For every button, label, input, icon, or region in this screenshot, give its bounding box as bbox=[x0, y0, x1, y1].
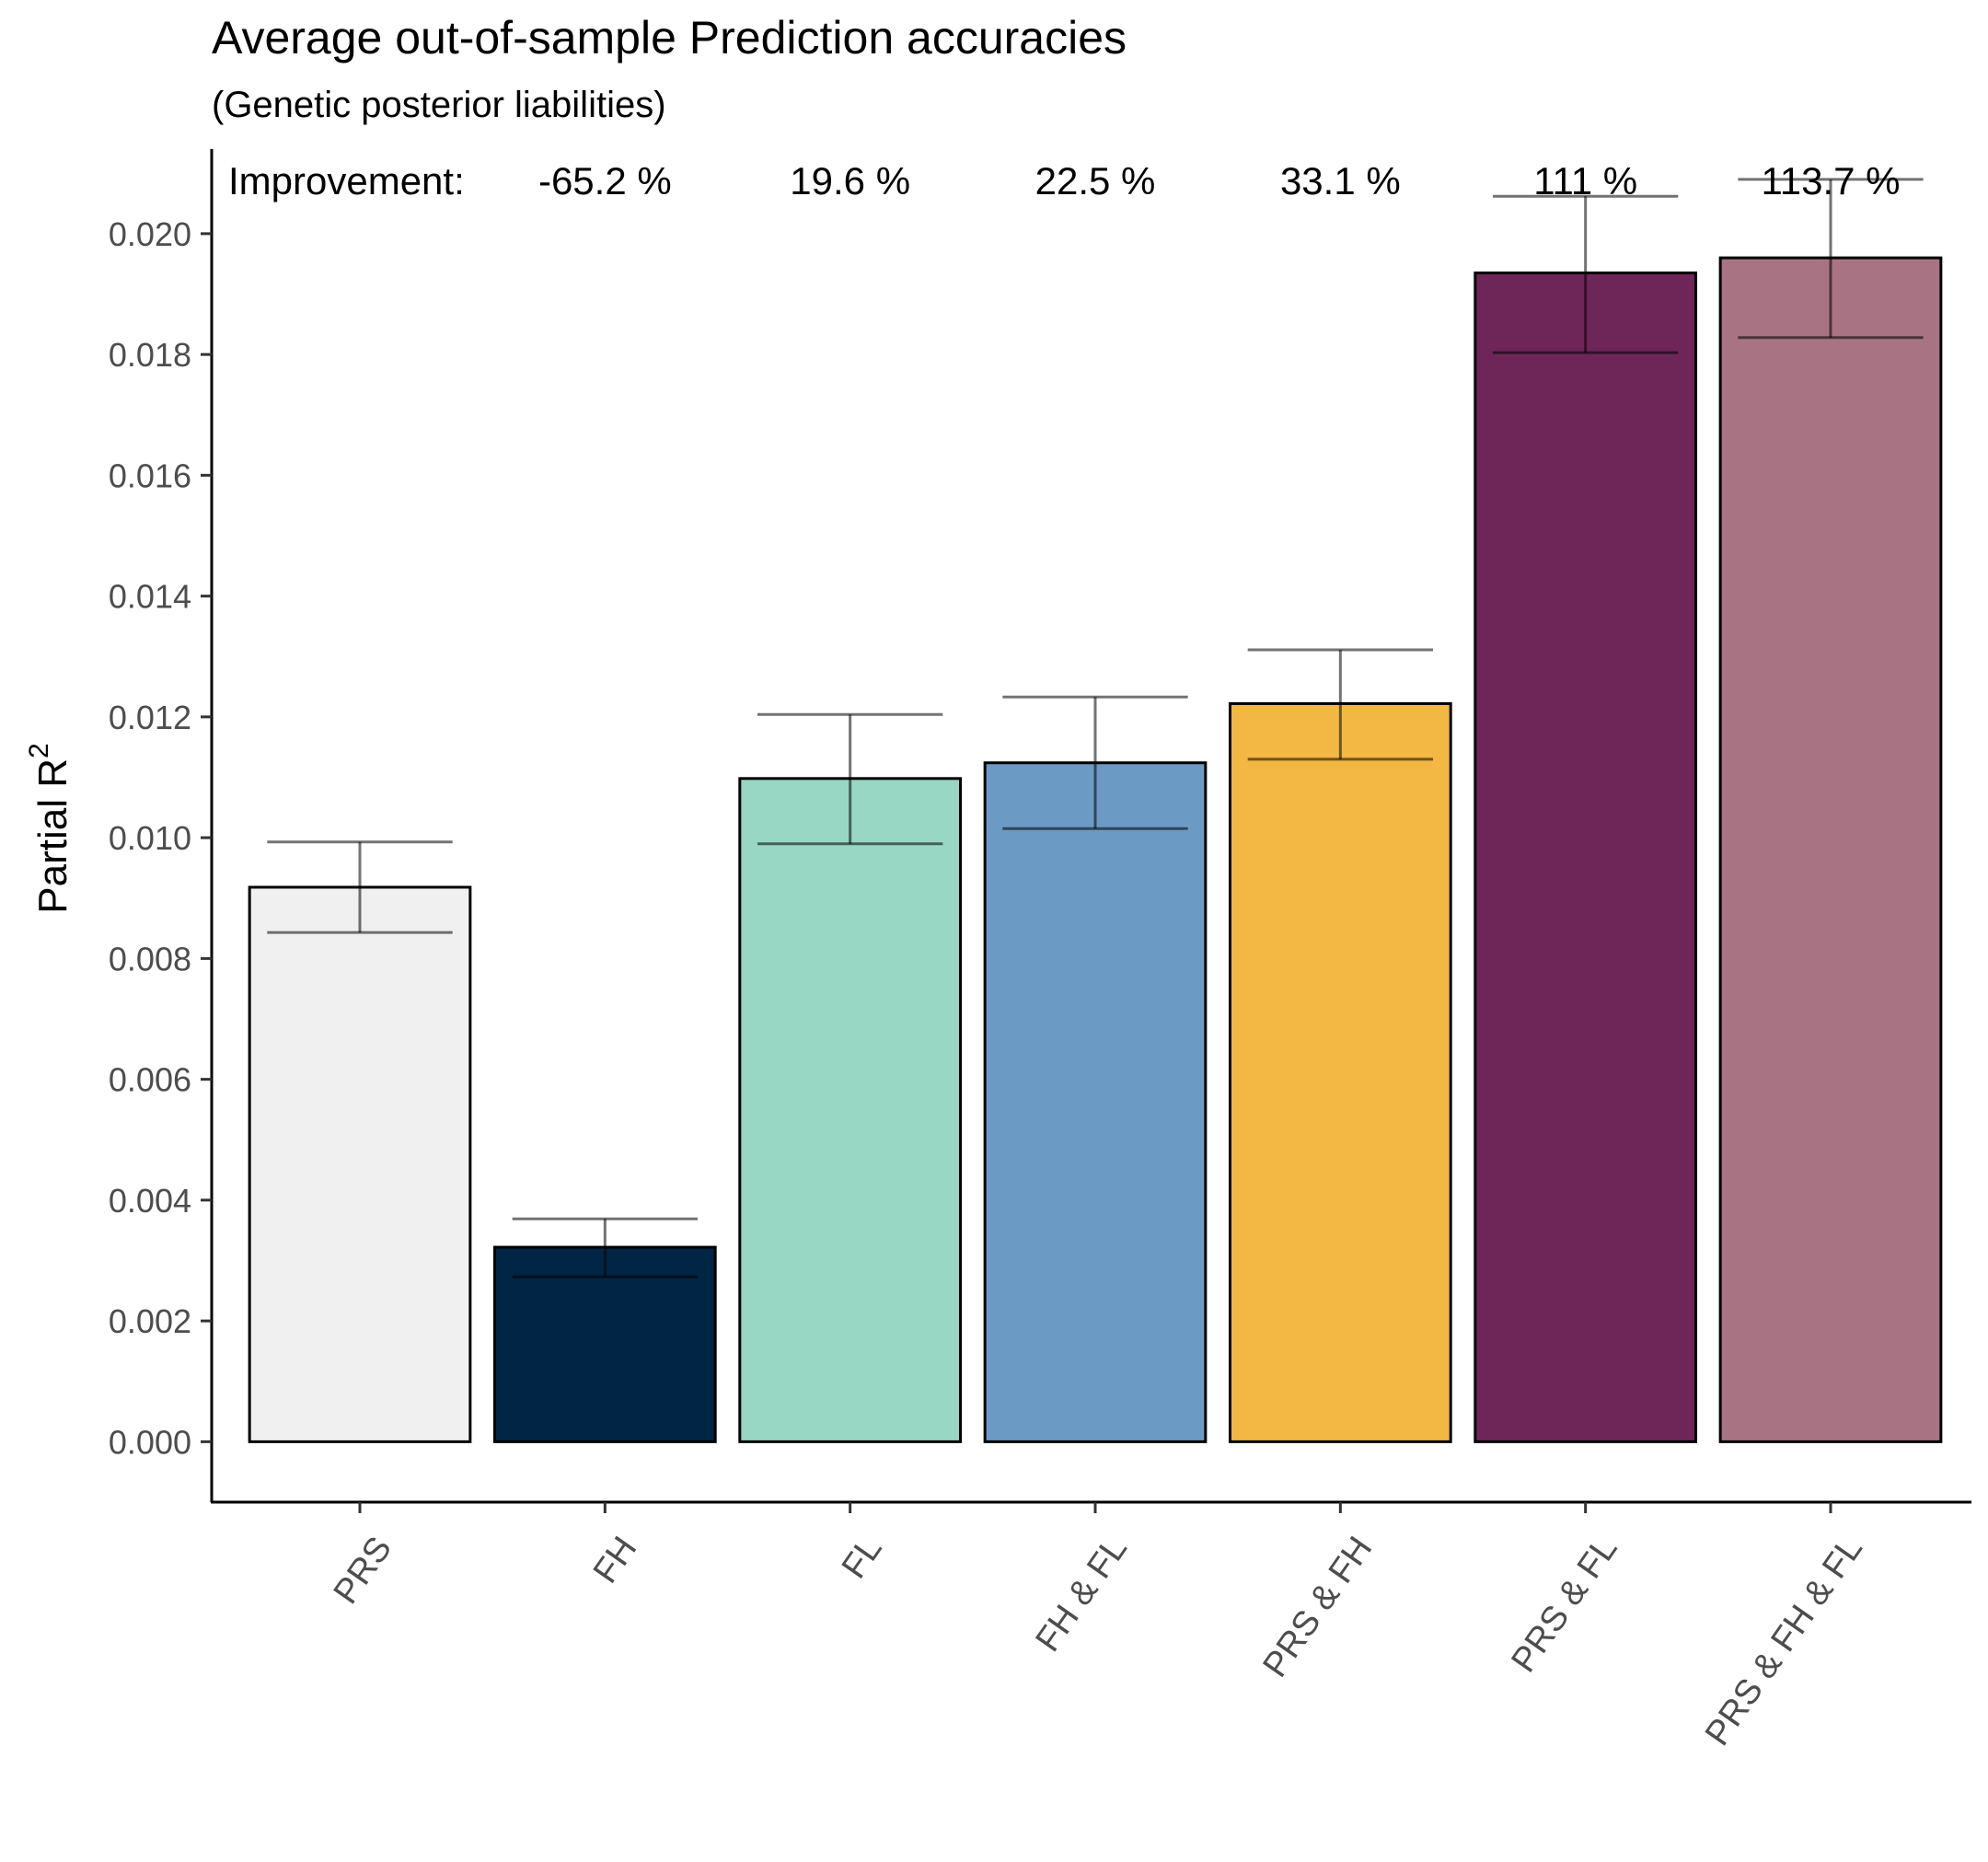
x-axis: PRS FH FL FH & FL PRS & FH PRS & FL PRS & FH &… bbox=[211, 1500, 1971, 1752]
bar bbox=[1474, 272, 1698, 1443]
y-axis-title-text: Partial R bbox=[30, 758, 75, 914]
x-tick-label: FH & FL bbox=[1028, 1530, 1135, 1659]
y-tick-label: 0.018 bbox=[109, 336, 191, 374]
chart-subtitle: (Genetic posterior liabilities) bbox=[212, 85, 666, 125]
bar bbox=[492, 1245, 717, 1443]
improvement-value: 19.6 % bbox=[790, 159, 910, 202]
improvement-value: 22.5 % bbox=[1035, 159, 1156, 202]
improvement-value: 113.7 % bbox=[1762, 159, 1901, 202]
bar bbox=[983, 761, 1208, 1443]
y-tick-label: 0.020 bbox=[109, 215, 191, 253]
y-tick-label: 0.012 bbox=[109, 699, 191, 736]
improvement-annotations: Improvement: -65.2 % 19.6 % 22.5 % 33.1 % 11… bbox=[228, 159, 1901, 202]
y-tick-label: 0.002 bbox=[109, 1302, 191, 1340]
y-axis-title: Partial R2 bbox=[24, 743, 75, 913]
y-tick-label: 0.006 bbox=[109, 1061, 191, 1099]
bar bbox=[248, 885, 472, 1443]
chart-title: Average out-of-sample Prediction accurac… bbox=[212, 12, 1127, 64]
bar bbox=[1228, 701, 1452, 1443]
bar bbox=[738, 777, 963, 1443]
bar bbox=[1718, 256, 1943, 1443]
y-axis-title-superscript: 2 bbox=[24, 743, 54, 758]
x-tick-label: PRS & FH & FL bbox=[1698, 1530, 1870, 1752]
improvement-value: 111 % bbox=[1533, 159, 1637, 202]
bars-layer bbox=[248, 256, 1943, 1443]
y-tick-label: 0.008 bbox=[109, 940, 191, 977]
x-tick-label: PRS & FH bbox=[1255, 1530, 1380, 1684]
y-tick-label: 0.010 bbox=[109, 819, 191, 857]
improvement-value: 33.1 % bbox=[1280, 159, 1401, 202]
x-tick-label: PRS & FL bbox=[1504, 1530, 1624, 1679]
improvement-label: Improvement: bbox=[228, 159, 465, 202]
improvement-value: -65.2 % bbox=[538, 159, 672, 202]
x-tick-label: FL bbox=[835, 1530, 890, 1585]
y-tick-label: 0.016 bbox=[109, 457, 191, 494]
x-tick-label: FH bbox=[586, 1530, 644, 1590]
y-tick-label: 0.000 bbox=[109, 1423, 191, 1461]
y-tick-label: 0.004 bbox=[109, 1182, 191, 1220]
y-axis: 0.000 0.002 0.004 0.006 0.008 0.010 0.012 0.014… bbox=[109, 149, 214, 1502]
x-tick-label: PRS bbox=[327, 1530, 399, 1611]
errorbars-layer bbox=[267, 178, 1924, 1278]
y-tick-label: 0.014 bbox=[109, 578, 191, 616]
